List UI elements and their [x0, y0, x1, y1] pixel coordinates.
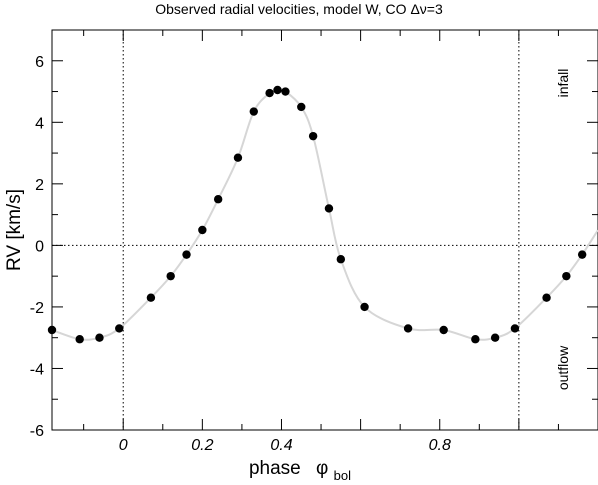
data-point	[166, 271, 175, 281]
data-point	[360, 302, 369, 312]
curve-layer	[52, 88, 598, 341]
data-point	[146, 293, 156, 302]
axis-ticks	[52, 29, 598, 431]
data-point	[213, 195, 223, 204]
data-point	[75, 335, 84, 344]
data-point	[115, 324, 124, 333]
data-point	[471, 335, 480, 344]
data-point	[95, 333, 104, 342]
chart-title: Observed radial velocities, model W, CO …	[155, 1, 443, 17]
y-tick-label: 4	[35, 115, 44, 132]
annotation-infall: infall	[555, 69, 571, 98]
y-tick-label: -6	[30, 423, 44, 440]
data-point	[439, 325, 448, 335]
x-tick-label: 0.8	[429, 437, 451, 454]
x-axis-label: phase φ bol	[249, 458, 351, 483]
x-axis-label-text: phase	[249, 458, 301, 479]
y-tick-label: -2	[30, 300, 44, 317]
y-tick-label: 2	[35, 177, 44, 194]
y-tick-label: 6	[35, 54, 44, 71]
annotation-outflow: outflow	[555, 345, 571, 390]
x-tick-label: 0	[119, 437, 128, 454]
data-point	[297, 102, 306, 112]
y-tick-label: 0	[35, 238, 44, 255]
data-point	[233, 153, 243, 162]
data-point	[198, 225, 207, 235]
x-axis-label-symbol: φ	[316, 458, 328, 479]
axis-tick-labels: 0 0.2 0.4 0.8 -6 -4 -2 0 2 4 6	[30, 54, 451, 454]
data-point	[265, 88, 274, 98]
data-point	[47, 325, 57, 335]
data-point	[182, 250, 191, 259]
y-tick-label: -4	[30, 361, 44, 378]
plot-frame	[51, 29, 598, 431]
x-axis-label-subscript: bol	[334, 468, 351, 483]
data-point	[577, 250, 587, 259]
data-point	[510, 324, 520, 333]
data-point	[403, 324, 413, 333]
x-tick-label: 0.2	[191, 437, 213, 454]
x-tick-label: 0.4	[270, 437, 292, 454]
data-point	[308, 131, 318, 141]
data-point	[490, 333, 500, 342]
data-point	[281, 87, 290, 96]
data-point	[249, 107, 258, 116]
series-line	[52, 88, 598, 341]
data-point	[273, 85, 282, 95]
data-point	[324, 204, 334, 213]
data-point	[562, 271, 571, 281]
reference-lines	[52, 30, 598, 430]
data-point	[336, 255, 346, 264]
data-point	[542, 293, 551, 302]
y-axis-label: RV [km/s]	[4, 189, 25, 271]
points-layer	[47, 85, 587, 344]
